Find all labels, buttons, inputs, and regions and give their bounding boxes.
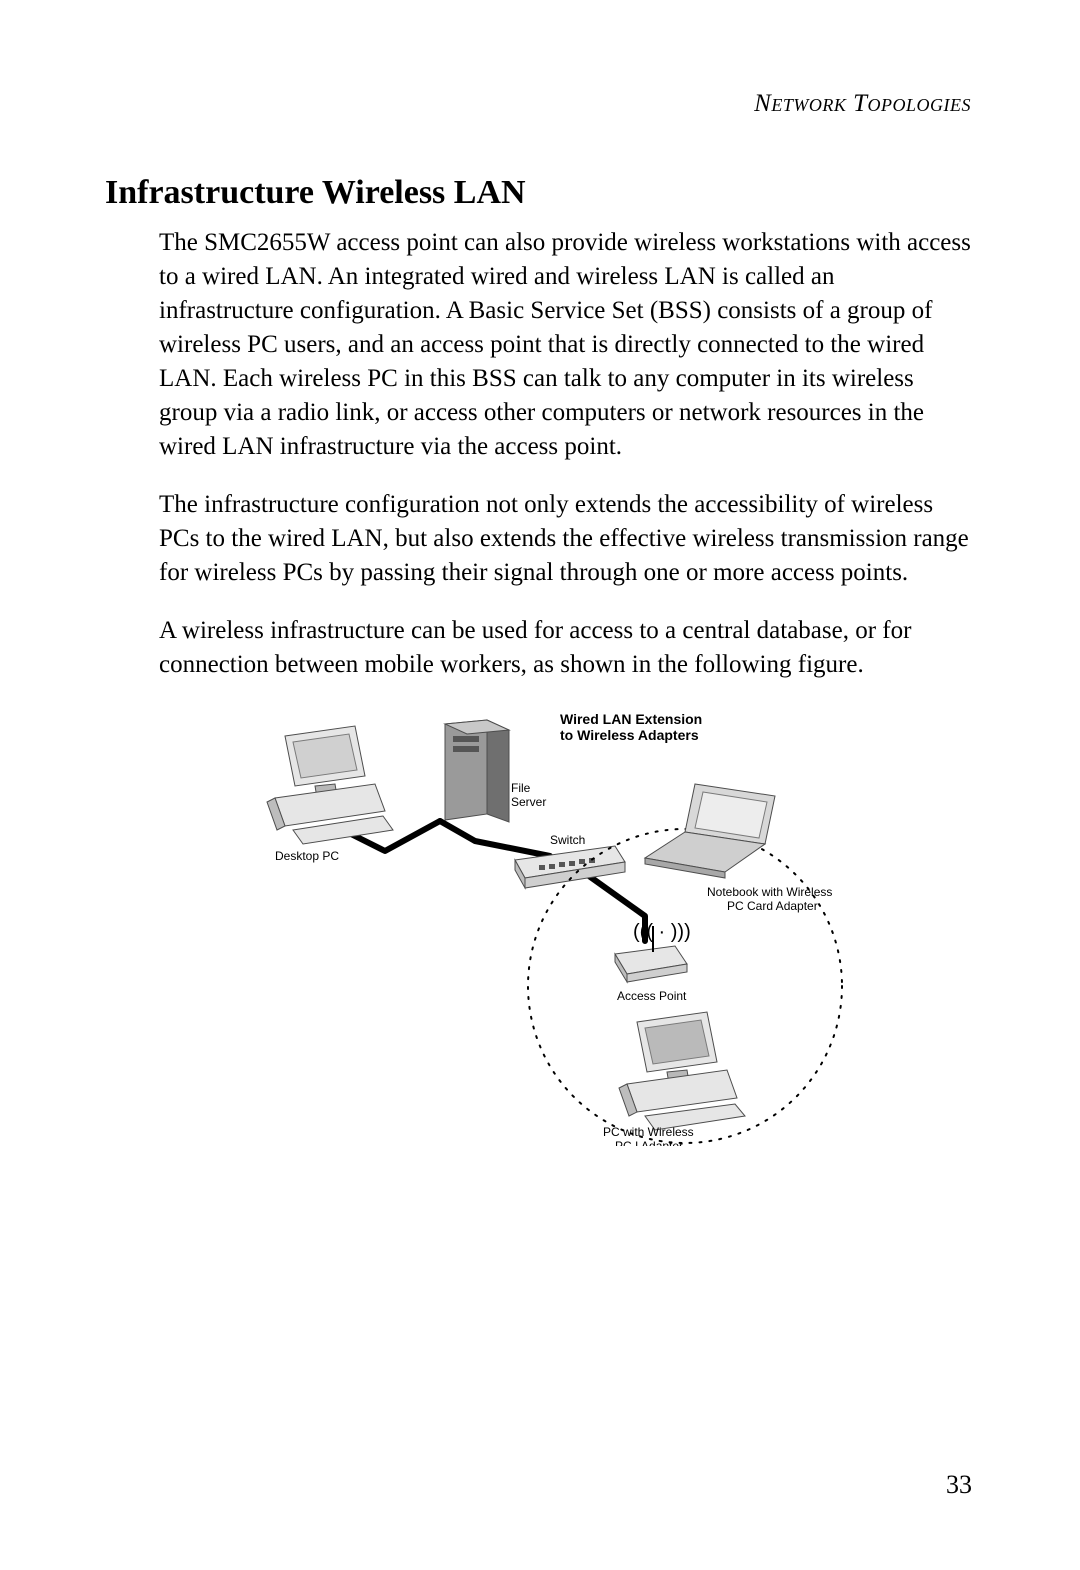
- wireless-pc-label-1: PC with Wireless: [603, 1125, 694, 1139]
- radio-waves-icon: ((( · ))): [633, 921, 691, 943]
- wireless-pc-icon: [619, 1012, 745, 1130]
- network-diagram: Wired LAN Extension to Wireless Adapters…: [215, 706, 975, 1151]
- page-number: 33: [946, 1470, 972, 1500]
- file-server-label-2: Server: [511, 795, 546, 809]
- chapter-header: Network Topologies: [105, 90, 975, 118]
- file-server-label-1: File: [511, 781, 531, 795]
- switch-label: Switch: [550, 833, 585, 847]
- access-point-label: Access Point: [617, 989, 687, 1003]
- diagram-title-2: to Wireless Adapters: [560, 727, 699, 743]
- notebook-label-2: PC Card Adapter: [727, 899, 818, 913]
- paragraph-3: A wireless infrastructure can be used fo…: [159, 614, 975, 682]
- section-title: Infrastructure Wireless LAN: [105, 174, 975, 212]
- wireless-pc-label-2: PC I Adapter: [615, 1139, 683, 1146]
- diagram-title-1: Wired LAN Extension: [560, 711, 702, 727]
- desktop-pc-icon: [267, 726, 393, 844]
- file-server-icon: [445, 720, 509, 822]
- desktop-pc-label: Desktop PC: [275, 849, 339, 863]
- paragraph-1: The SMC2655W access point can also provi…: [159, 226, 975, 464]
- notebook-icon: [645, 784, 775, 878]
- notebook-label-1: Notebook with Wireless: [707, 885, 832, 899]
- paragraph-2: The infrastructure configuration not onl…: [159, 488, 975, 590]
- wired-cables: [345, 821, 645, 941]
